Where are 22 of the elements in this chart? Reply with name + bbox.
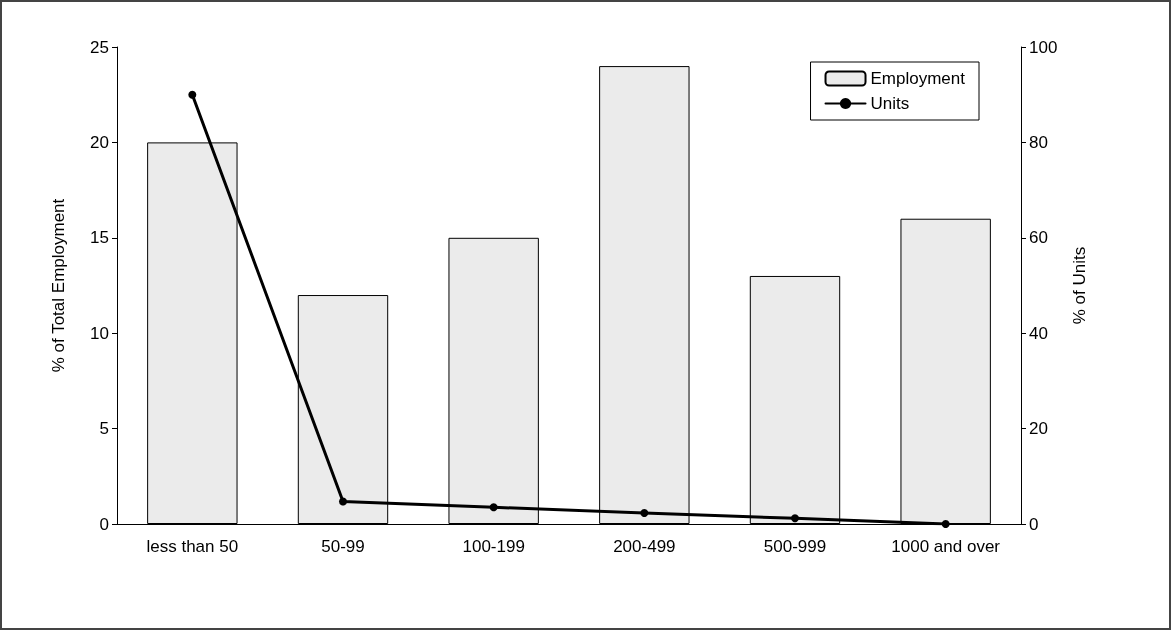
y-tick-label: 0 [99, 514, 109, 534]
y-axis-title: % of Total Employment [49, 198, 68, 373]
y2-axis-title: % of Units [1070, 246, 1089, 325]
y2-tick-label: 40 [1029, 323, 1048, 343]
x-tick-label: less than 50 [146, 537, 239, 556]
y2-tick-label: 0 [1029, 514, 1039, 534]
x-tick-label: 100-199 [462, 537, 525, 556]
y2-tick-label: 100 [1029, 37, 1058, 57]
y-tick-label: 25 [90, 37, 109, 57]
legend-label: Units [870, 94, 910, 113]
x-tick-label: 500-999 [763, 537, 827, 556]
x-tick-label: 200-499 [613, 537, 676, 556]
x-tick-label: 1000 and over [891, 537, 1001, 556]
y2-tick-label: 20 [1029, 419, 1048, 439]
y-tick-label: 5 [99, 419, 109, 439]
x-tick-label: 50-99 [321, 537, 365, 556]
legend-label: Employment [870, 69, 966, 88]
y2-tick-label: 80 [1029, 132, 1048, 152]
y2-tick-label: 60 [1029, 228, 1048, 248]
y-tick-label: 10 [90, 323, 109, 343]
y-tick-label: 20 [90, 132, 109, 152]
y-tick-label: 15 [90, 228, 109, 248]
